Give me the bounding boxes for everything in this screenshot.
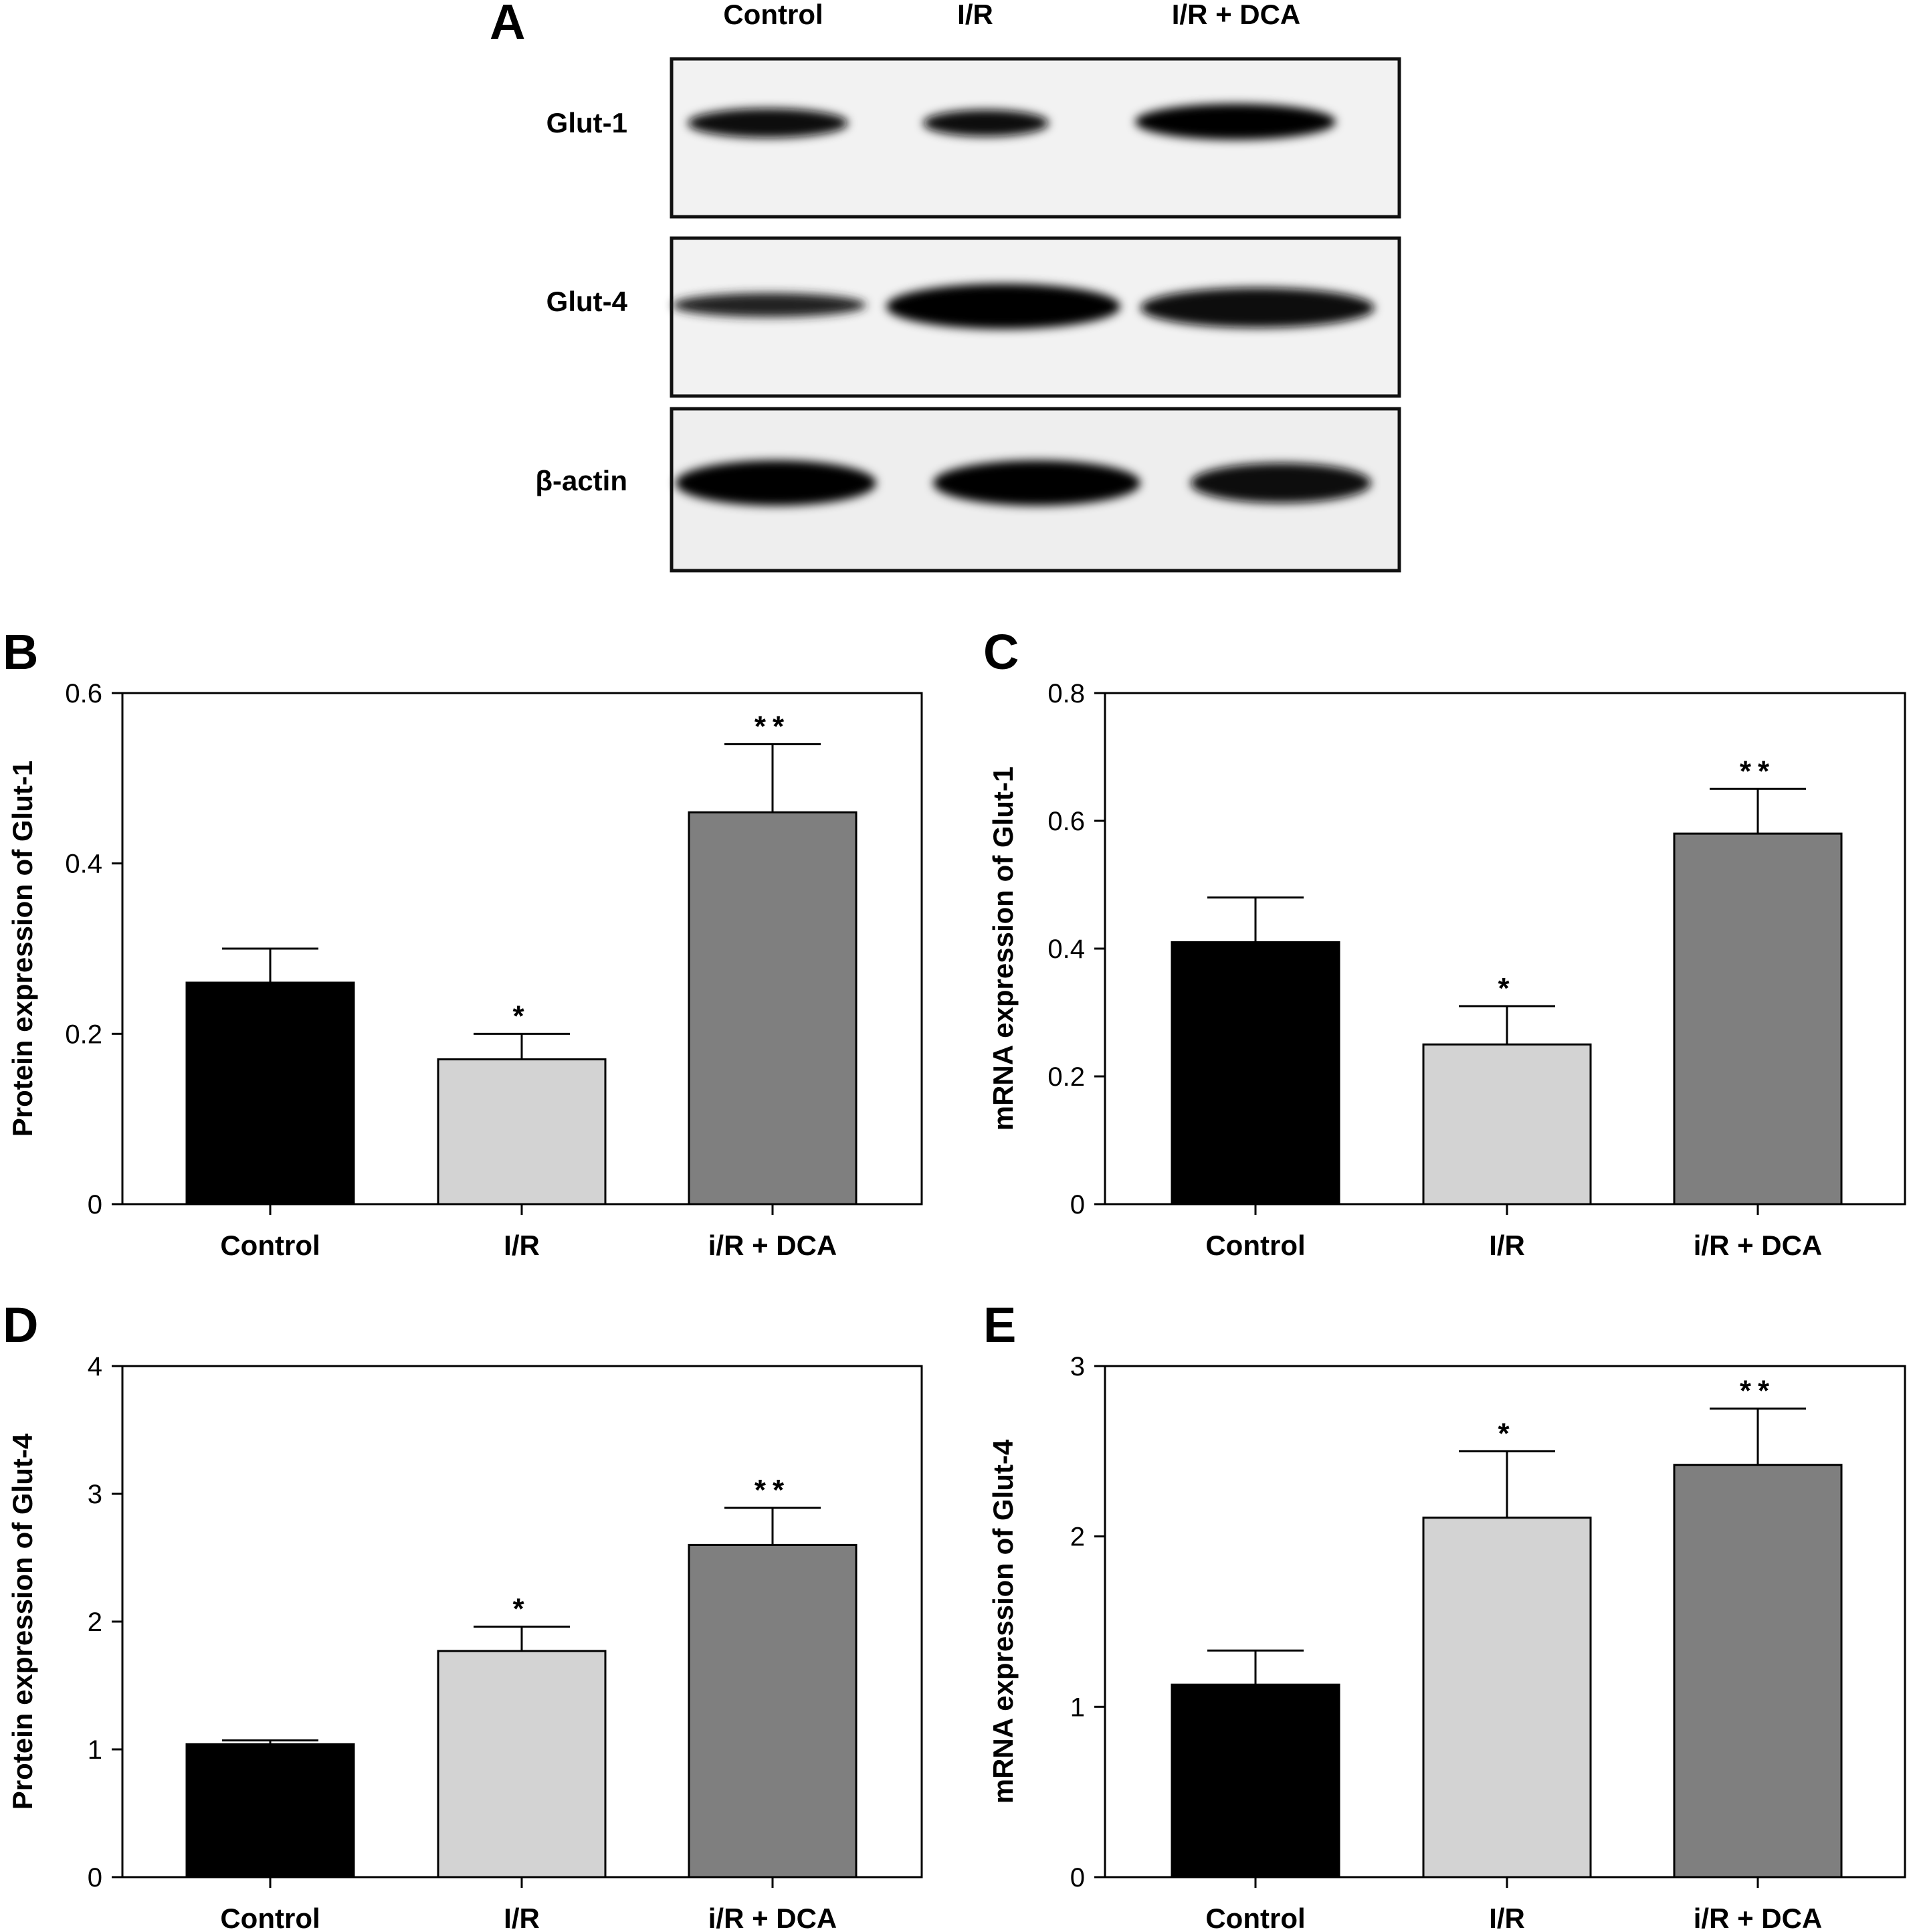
band-glut4-ir-dca	[1140, 288, 1375, 328]
category-label-d-ir-dca: i/R + DCA	[708, 1903, 837, 1932]
chart-panel-c: C 0 0.2 0.4 0.6 0.8 mRNA expression of Glut-1 C…	[983, 624, 1906, 1261]
y-tick-label-c-0: 0	[1070, 1190, 1085, 1220]
bar-c-ir-dca	[1673, 832, 1843, 1205]
y-axis-title-c: mRNA expression of Glut-1	[987, 767, 1019, 1131]
category-label-e-ir-dca: i/R + DCA	[1694, 1903, 1823, 1932]
chart-panel-e: E 0 1 2 3 mRNA expression of Glut-4 Control * I/…	[983, 1297, 1906, 1932]
blot-row-label-beta-actin: β-actin	[535, 465, 627, 496]
category-label-d-control: Control	[220, 1903, 320, 1932]
y-tick-label-c-4: 0.8	[1047, 679, 1085, 708]
band-glut1-ir-dca	[1135, 104, 1336, 140]
y-tick-label-d-2: 2	[88, 1608, 102, 1637]
band-glut4-control	[672, 293, 866, 317]
bar-b-control	[185, 981, 355, 1205]
significance-b-ir-dca: **	[754, 710, 791, 743]
y-tick-label-e-3: 3	[1070, 1352, 1085, 1381]
significance-e-ir-dca: **	[1740, 1375, 1776, 1408]
significance-e-ir: *	[1498, 1417, 1516, 1450]
bar-c-ir	[1422, 1043, 1592, 1205]
y-tick-label-b-1: 0.2	[65, 1020, 102, 1049]
bar-e-control	[1171, 1683, 1340, 1878]
significance-c-ir-dca: **	[1740, 755, 1776, 787]
chart-panel-d: D 0 1 2 3 4 Protein expression of Glut-4 Contro…	[3, 1297, 923, 1932]
bar-c-control	[1171, 941, 1340, 1205]
panel-e-letter: E	[983, 1297, 1016, 1353]
y-tick-label-d-0: 0	[88, 1863, 102, 1893]
band-glut4-ir	[886, 284, 1120, 329]
bar-b-ir-dca	[688, 811, 858, 1205]
category-label-d-ir: I/R	[504, 1903, 540, 1932]
bar-d-ir-dca	[688, 1543, 858, 1878]
category-label-e-ir: I/R	[1489, 1903, 1525, 1932]
y-tick-label-c-3: 0.6	[1047, 807, 1085, 836]
blot-strip-glut1	[670, 57, 1401, 219]
bar-e-ir	[1422, 1517, 1592, 1878]
y-axis-title-b: Protein expression of Glut-1	[7, 761, 38, 1137]
y-axis-title-d: Protein expression of Glut-4	[7, 1433, 38, 1810]
band-glut1-control	[688, 108, 848, 138]
y-tick-label-b-2: 0.4	[65, 850, 102, 879]
y-tick-label-c-1: 0.2	[1047, 1062, 1085, 1092]
band-actin-ir	[933, 460, 1140, 506]
blot-row-label-glut1: Glut-1	[546, 107, 627, 138]
y-tick-label-e-1: 1	[1070, 1693, 1085, 1722]
chart-panel-b: B 0 0.2 0.4 0.6 Protein expression of Glut-1 C…	[3, 624, 923, 1261]
category-label-c-control: Control	[1205, 1230, 1305, 1261]
y-tick-label-e-2: 2	[1070, 1523, 1085, 1552]
y-tick-label-b-3: 0.6	[65, 679, 102, 708]
panel-c-letter: C	[983, 624, 1019, 680]
bar-e-ir-dca	[1673, 1464, 1843, 1878]
y-tick-label-c-2: 0.4	[1047, 935, 1085, 964]
band-actin-control	[676, 460, 876, 506]
band-glut1-ir	[923, 110, 1049, 136]
significance-b-ir: *	[512, 999, 530, 1032]
category-label-c-ir: I/R	[1489, 1230, 1525, 1261]
bar-d-ir	[437, 1650, 607, 1878]
significance-d-ir-dca: **	[754, 1474, 791, 1507]
significance-c-ir: *	[1498, 972, 1516, 1005]
lane-label-ir-dca: I/R + DCA	[1172, 0, 1301, 30]
significance-d-ir: *	[512, 1593, 530, 1626]
bar-d-control	[185, 1743, 355, 1878]
y-tick-label-e-0: 0	[1070, 1863, 1085, 1893]
lane-label-ir: I/R	[957, 0, 993, 30]
y-axis-title-e: mRNA expression of Glut-4	[987, 1439, 1019, 1804]
panel-a: A Control I/R I/R + DCA Glut-1 Glut-4 β-…	[490, 0, 1401, 573]
bar-b-ir	[437, 1058, 607, 1205]
blot-row-label-glut4: Glut-4	[546, 286, 628, 317]
category-label-b-ir: I/R	[504, 1230, 540, 1261]
panel-a-letter: A	[490, 0, 525, 50]
category-label-c-ir-dca: i/R + DCA	[1694, 1230, 1823, 1261]
category-label-b-control: Control	[220, 1230, 320, 1261]
band-actin-ir-dca	[1191, 463, 1371, 503]
y-tick-label-d-4: 4	[88, 1352, 102, 1381]
blot-strip-glut4	[670, 236, 1401, 398]
panel-b-letter: B	[3, 624, 38, 680]
y-tick-label-d-1: 1	[88, 1735, 102, 1765]
category-label-b-ir-dca: i/R + DCA	[708, 1230, 837, 1261]
y-tick-label-b-0: 0	[88, 1190, 102, 1220]
panel-d-letter: D	[3, 1297, 38, 1353]
category-label-e-control: Control	[1205, 1903, 1305, 1932]
lane-label-control: Control	[723, 0, 823, 30]
y-tick-label-d-3: 3	[88, 1480, 102, 1509]
blot-strip-beta-actin	[670, 407, 1401, 573]
